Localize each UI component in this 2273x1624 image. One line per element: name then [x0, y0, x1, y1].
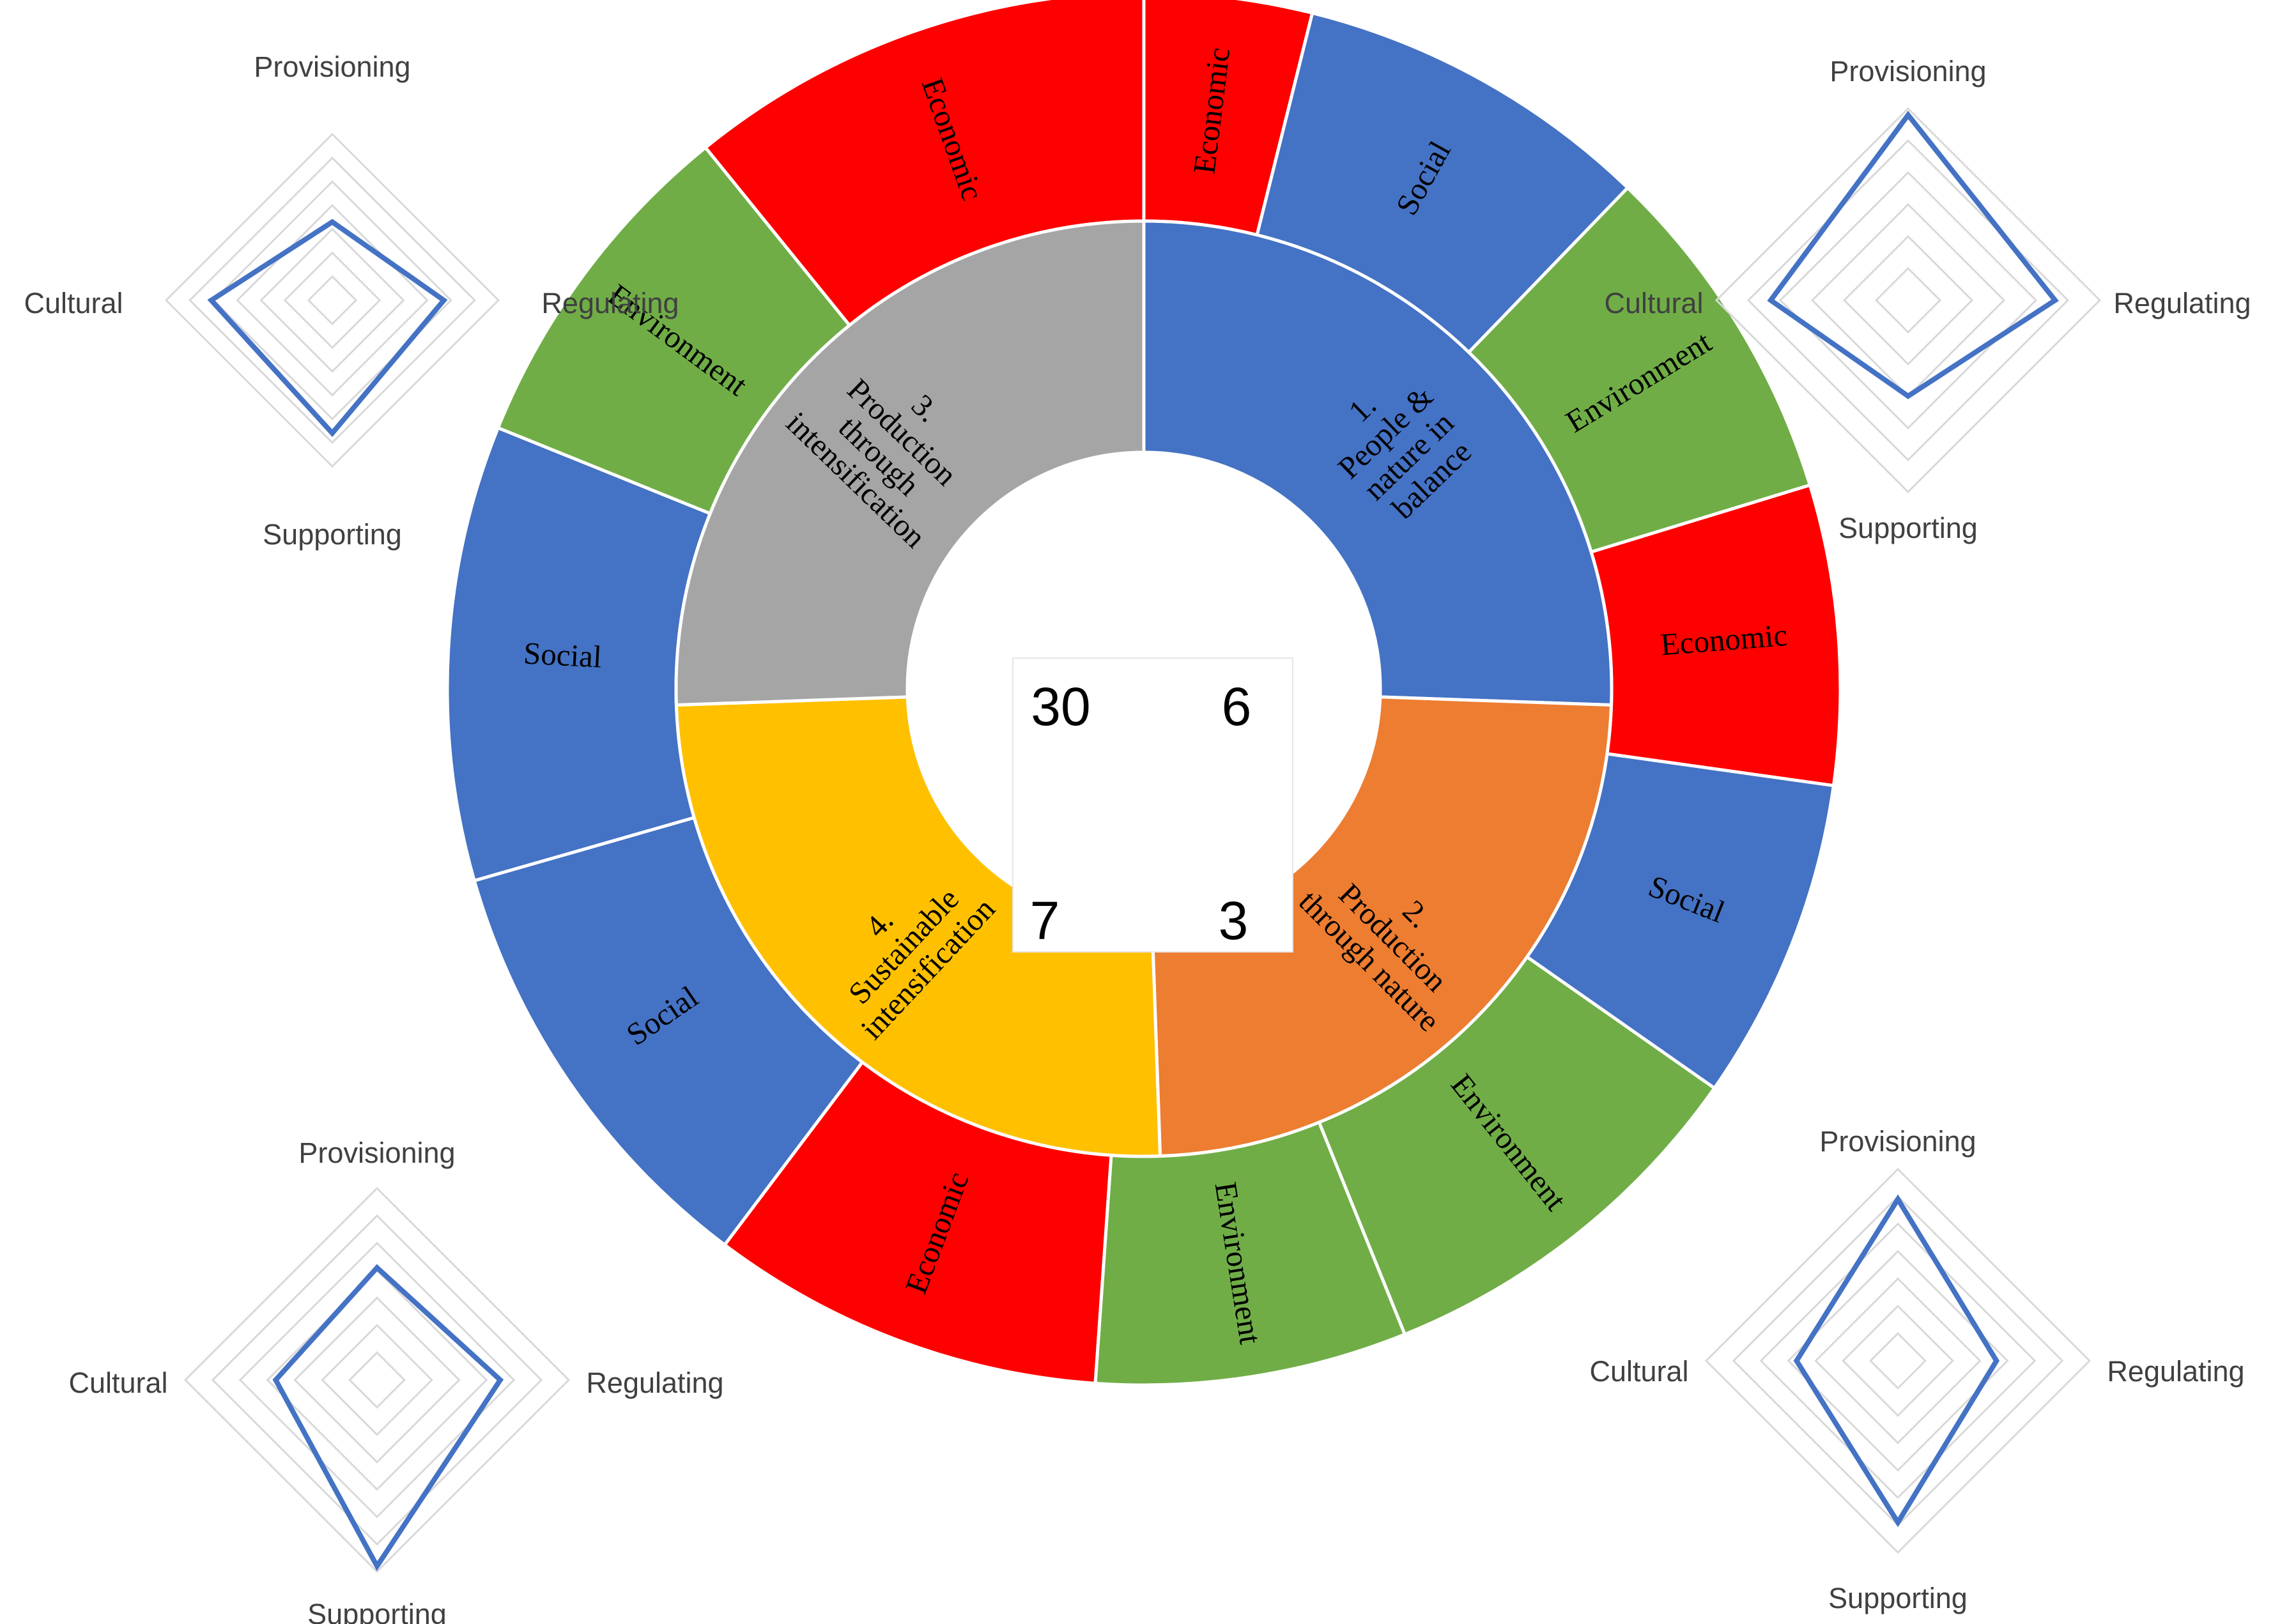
radar-gridline	[236, 204, 429, 397]
radar-gridline	[1704, 1167, 2092, 1554]
inner-segment-4	[674, 219, 1146, 707]
radar-gridline	[183, 1186, 571, 1574]
radar-series-line	[1767, 111, 2059, 399]
radar-gridline	[1714, 107, 2102, 494]
radar-axis-label-provisioning: Provisioning	[298, 1137, 455, 1169]
radar-axis-label-regulating: Regulating	[2107, 1355, 2244, 1388]
center-value-top-right: 6	[1222, 677, 1252, 737]
radar-gridline	[1842, 234, 1974, 366]
radar-gridline	[1874, 266, 1942, 334]
inner-ring: 1.People &nature inbalance2.Productionth…	[674, 219, 1614, 1158]
radar-gridline	[293, 1296, 461, 1464]
radar-axis-label-provisioning: Provisioning	[1819, 1125, 1976, 1158]
radar-gridline	[1787, 1250, 2009, 1472]
radar-axis-label-cultural: Cultural	[1589, 1355, 1688, 1388]
radar-gridline	[259, 227, 405, 373]
radar-axis-label-supporting: Supporting	[1838, 512, 1978, 544]
center-value-top-left: 30	[1031, 677, 1090, 737]
center-box-frame	[1012, 657, 1293, 953]
radar-gridline	[1759, 1222, 2037, 1499]
radar-chart-top-right: Provisioning Regulating Supporting Cultural	[1604, 55, 2251, 544]
inner-segment-1	[1142, 219, 1614, 707]
radar-chart-bottom-right: Provisioning Regulating Supporting Cultural	[1589, 1125, 2244, 1614]
radar-chart-top-left: Provisioning Regulating Supporting Cultural	[24, 50, 679, 551]
radar-gridline	[348, 1351, 406, 1409]
radar-axis-label-regulating: Regulating	[541, 287, 679, 319]
radar-gridline	[1842, 1305, 1954, 1417]
radar-axis-label-provisioning: Provisioning	[254, 50, 410, 83]
radar-gridline	[283, 251, 381, 349]
radar-axis-label-regulating: Regulating	[2113, 287, 2251, 319]
outer-ring: EconomicSocialEnvironmentEconomicSocialE…	[445, 0, 1842, 1387]
outer-segment-label: Social	[523, 635, 603, 674]
center-value-bottom-left: 7	[1030, 891, 1060, 951]
radar-gridline	[1778, 171, 2038, 430]
radar-gridline	[266, 1269, 488, 1491]
radar-gridline	[164, 132, 500, 468]
radar-axis-label-supporting: Supporting	[1828, 1582, 1968, 1614]
radar-gridline	[1810, 203, 2006, 398]
radar-axis-label-cultural: Cultural	[1604, 287, 1703, 319]
radar-series-line	[272, 1264, 504, 1572]
radar-series-line	[1793, 1194, 1999, 1528]
radar-gridline	[321, 1324, 433, 1436]
center-box: 30 6 7 3	[909, 454, 1379, 953]
radar-gridline	[189, 157, 476, 444]
radar-gridline	[238, 1241, 516, 1519]
radar-gridline	[211, 1214, 543, 1546]
radar-series-line	[207, 218, 448, 438]
radar-gridline	[1814, 1277, 1982, 1444]
radar-axis-label-supporting: Supporting	[307, 1598, 447, 1624]
radar-axis-label-supporting: Supporting	[263, 518, 402, 551]
radar-chart-bottom-left: Provisioning Regulating Supporting Cultural	[68, 1137, 723, 1624]
center-value-bottom-right: 3	[1219, 891, 1249, 951]
radar-gridline	[1732, 1195, 2064, 1527]
inner-segment-2	[1150, 695, 1614, 1158]
radar-gridline	[1869, 1332, 1927, 1390]
radar-gridline	[212, 180, 452, 420]
radar-axis-label-regulating: Regulating	[586, 1367, 723, 1399]
radar-axis-label-cultural: Cultural	[68, 1367, 167, 1399]
radar-charts: Provisioning Regulating Supporting Cultural…	[24, 50, 2251, 1624]
radar-axis-label-provisioning: Provisioning	[1830, 55, 1986, 88]
radar-gridline	[1746, 139, 2070, 462]
radar-gridline	[307, 275, 358, 326]
radar-axis-label-cultural: Cultural	[24, 287, 123, 319]
